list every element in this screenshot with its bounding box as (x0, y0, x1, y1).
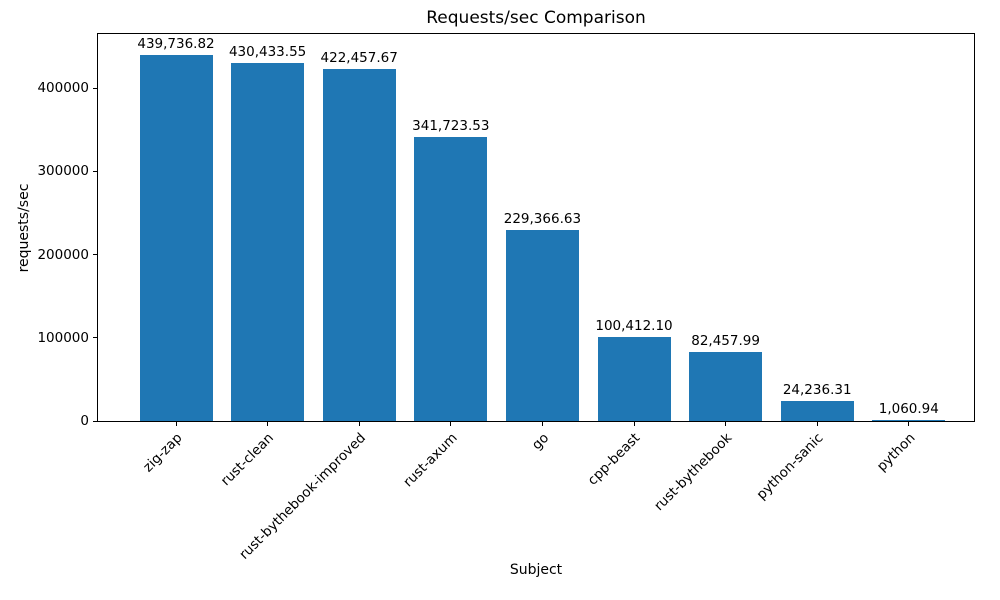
x-tick-mark (633, 422, 635, 426)
bar-value-label: 430,433.55 (228, 43, 307, 60)
x-tick-label-python: python (873, 430, 919, 475)
x-tick-mark (816, 422, 818, 426)
bar-python-sanic (780, 400, 854, 421)
bar-cpp-beast (597, 337, 671, 421)
x-tick-mark (725, 422, 727, 426)
y-tick-label: 200000 (37, 246, 89, 263)
y-tick-mark (93, 337, 97, 339)
x-tick-mark (908, 422, 910, 426)
x-tick-label-rust-axum: rust-axum (399, 430, 461, 491)
plot-area: 0 100000 200000 300000 400000 439,736.82 zig-z… (37, 33, 975, 563)
x-tick-label-go: go (528, 430, 552, 454)
x-tick-label-cpp-beast: cpp-beast (584, 430, 644, 489)
bar-python (872, 420, 946, 421)
y-tick-label: 400000 (37, 80, 89, 97)
y-tick-mark (93, 170, 97, 172)
x-tick-mark (450, 422, 452, 426)
bar-value-label: 82,457.99 (691, 333, 760, 350)
bar-rust-clean (231, 62, 305, 421)
x-tick-mark (358, 422, 360, 426)
bar-value-label: 229,366.63 (503, 211, 582, 228)
y-tick-mark (93, 87, 97, 89)
x-tick-mark (541, 422, 543, 426)
bar-go (505, 230, 579, 421)
bar-value-label: 341,723.53 (412, 117, 490, 134)
chart-title: Requests/sec Comparison (426, 8, 646, 28)
bar-value-label: 100,412.10 (595, 318, 673, 335)
x-tick-label-zig-zap: zig-zap (139, 430, 186, 476)
x-tick-mark (175, 422, 177, 426)
bar-rust-bythebook-improved (322, 69, 396, 421)
y-tick-label: 0 (80, 413, 89, 429)
x-tick-label-python-sanic: python-sanic (753, 430, 827, 503)
bar-value-label: 1,060.94 (878, 401, 939, 417)
x-tick-label-rust-clean: rust-clean (217, 430, 277, 490)
y-tick-label: 300000 (37, 163, 89, 180)
y-tick-label: 100000 (37, 329, 89, 346)
bar-value-label: 24,236.31 (782, 381, 852, 398)
bar-value-label: 439,736.82 (137, 36, 215, 53)
bar-value-label: 422,457.67 (320, 50, 398, 67)
y-tick-mark (93, 254, 97, 256)
x-tick-mark (267, 422, 269, 426)
bar-rust-axum (414, 136, 488, 421)
bar-rust-bythebook (689, 352, 763, 421)
x-axis-label: Subject (509, 562, 563, 578)
bar-zig-zap (139, 55, 213, 421)
y-tick-mark (93, 420, 97, 422)
x-tick-label-rust-bythebook: rust-bythebook (650, 430, 735, 515)
